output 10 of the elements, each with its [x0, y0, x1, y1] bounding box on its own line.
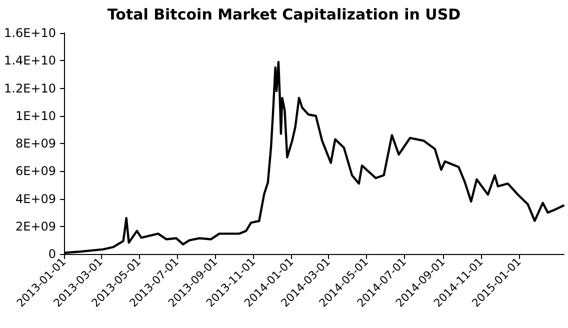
y-tick-label: 8E+09 [15, 136, 56, 150]
y-tick-label: 1.6E+10 [4, 26, 56, 40]
y-tick-label: 4E+09 [15, 192, 56, 206]
y-tick-label: 1.2E+10 [4, 81, 56, 96]
y-tick-label: 6E+09 [15, 164, 56, 178]
chart-title: Total Bitcoin Market Capitalization in USD [107, 6, 461, 24]
y-tick-label: 2E+09 [15, 219, 56, 234]
y-tick-label: 1.4E+10 [4, 54, 56, 68]
y-tick-label: 1E+10 [15, 108, 56, 123]
y-tick-label: 0 [48, 247, 56, 261]
